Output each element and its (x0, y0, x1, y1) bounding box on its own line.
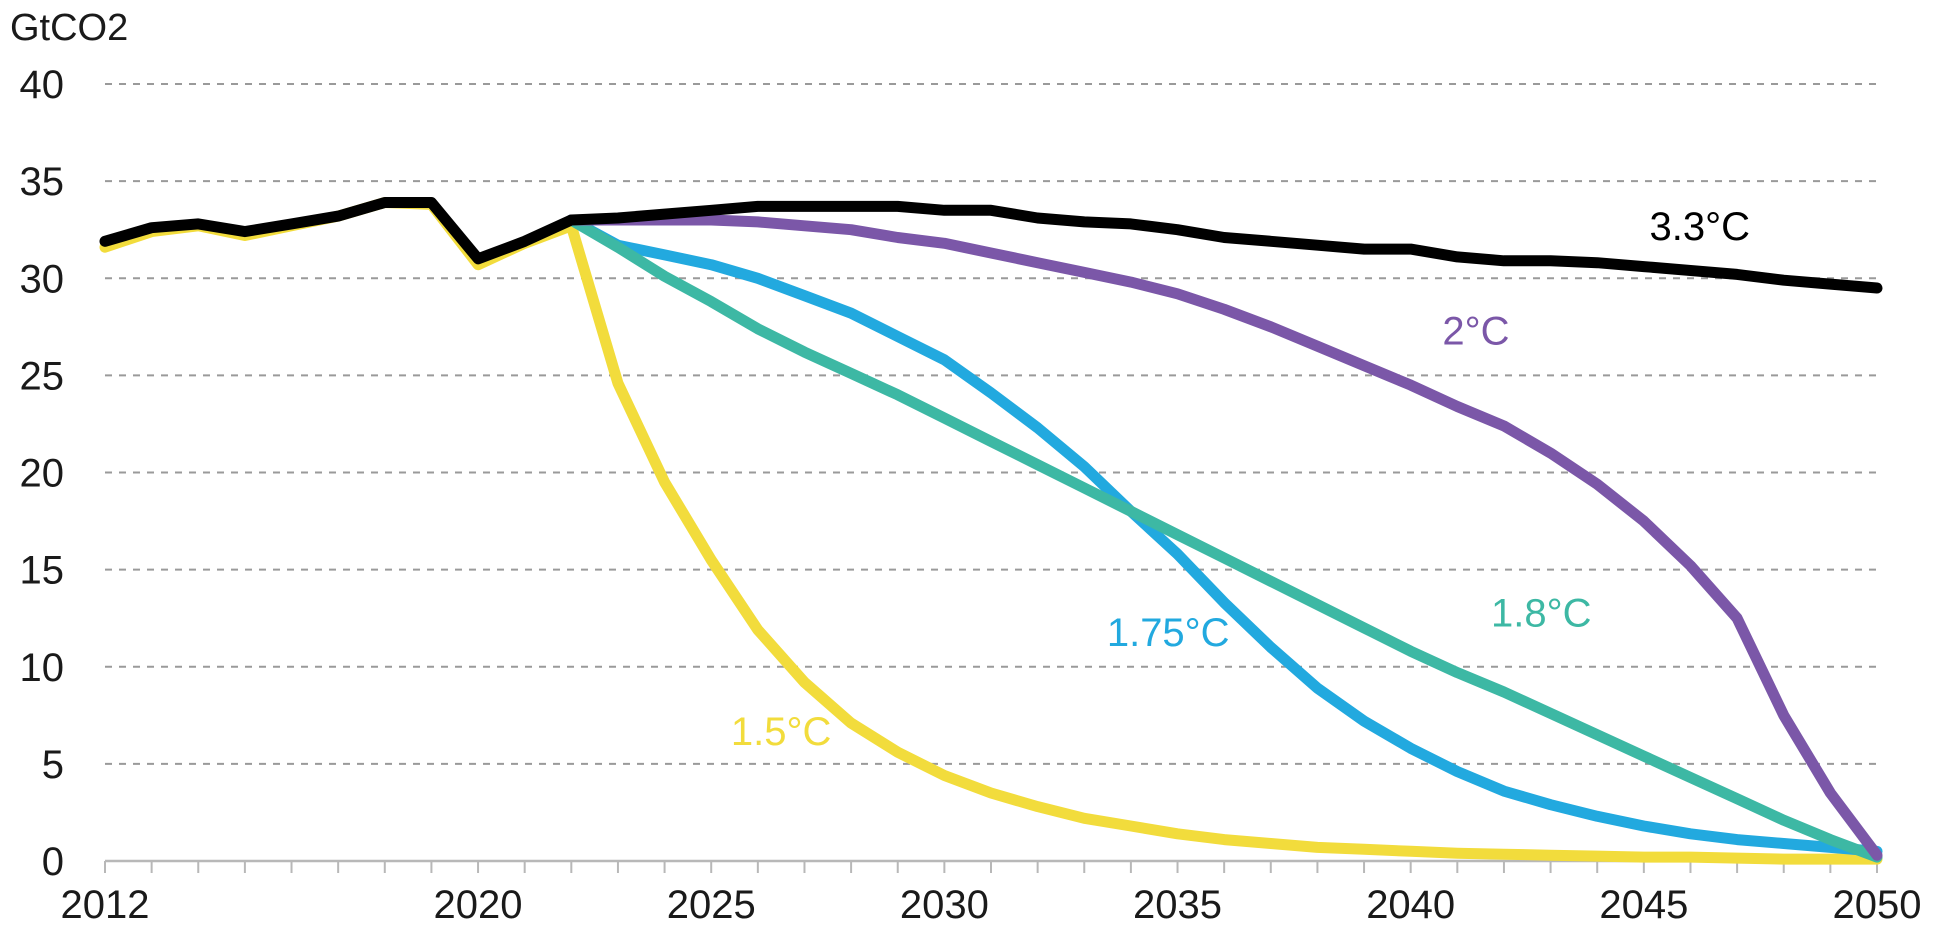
gridlines (105, 83, 1877, 765)
y-tick-label: 25 (20, 354, 65, 398)
x-tick-label: 2035 (1133, 883, 1222, 927)
series-label: 3.3°C (1650, 205, 1751, 249)
y-tick-label: 20 (20, 452, 65, 496)
x-tick-label: 2020 (434, 883, 523, 927)
series-line-1-8-C (565, 214, 1883, 863)
series-label: 2°C (1442, 310, 1509, 354)
y-tick-label: 5 (42, 743, 64, 787)
y-tick-label: 10 (20, 646, 65, 690)
y-tick-label: 40 (20, 63, 65, 107)
series-label: 1.5°C (731, 710, 832, 754)
y-tick-label: 35 (20, 160, 65, 204)
x-tick-label: 2012 (61, 883, 150, 927)
y-tick-label: 30 (20, 257, 65, 301)
x-axis-tick-labels: 2012 2020 2025 2030 2035 2040 2045 2050 (61, 883, 1922, 927)
y-tick-label: 15 (20, 549, 65, 593)
series-line-2-C (565, 214, 1883, 861)
x-tick-label: 2045 (1599, 883, 1688, 927)
series-annotations: 3.3°C 2°C 1.8°C 1.75°C 1.5°C (731, 205, 1750, 754)
x-tick-label: 2030 (900, 883, 989, 927)
series-line-1-5-C (99, 197, 1883, 865)
y-axis-tick-labels: 0 5 10 15 20 25 30 35 40 (20, 63, 65, 884)
series-label: 1.75°C (1107, 611, 1230, 655)
x-tick-label: 2050 (1833, 883, 1922, 927)
x-axis (104, 859, 1878, 873)
x-tick-label: 2025 (667, 883, 756, 927)
series-lines (99, 197, 1883, 865)
x-tick-label: 2040 (1366, 883, 1455, 927)
series-line-1-75-C (565, 214, 1883, 857)
y-tick-label: 0 (42, 840, 64, 884)
series-line-3-3-C (99, 197, 1883, 294)
series-label: 1.8°C (1491, 591, 1592, 635)
y-axis-unit-label: GtCO2 (10, 7, 128, 49)
